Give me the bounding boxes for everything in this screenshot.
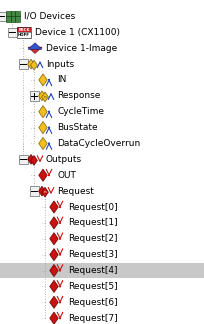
- Text: CycleTime: CycleTime: [57, 107, 104, 116]
- Text: Request[7]: Request[7]: [68, 314, 118, 323]
- Bar: [17, 32, 31, 38]
- Text: Request[4]: Request[4]: [68, 266, 118, 275]
- Polygon shape: [50, 233, 58, 245]
- Text: Response: Response: [57, 91, 100, 100]
- Text: BECK: BECK: [18, 28, 30, 32]
- Bar: [6, 11, 20, 22]
- Bar: [30, 186, 39, 196]
- Polygon shape: [28, 47, 42, 53]
- Text: Device 1 (CX1100): Device 1 (CX1100): [35, 28, 120, 37]
- Text: Inputs: Inputs: [46, 60, 74, 69]
- Text: HOFF: HOFF: [18, 33, 30, 37]
- Bar: [8, 28, 17, 37]
- Polygon shape: [39, 186, 45, 196]
- Text: n: n: [44, 190, 46, 194]
- Polygon shape: [50, 217, 58, 229]
- Bar: [17, 27, 31, 38]
- Bar: [19, 155, 28, 164]
- Text: Request[1]: Request[1]: [68, 218, 118, 227]
- Polygon shape: [50, 312, 58, 324]
- Polygon shape: [39, 169, 47, 181]
- Text: Request: Request: [57, 187, 94, 196]
- Polygon shape: [39, 122, 47, 134]
- Text: Request[2]: Request[2]: [68, 234, 118, 243]
- Polygon shape: [50, 264, 58, 277]
- Polygon shape: [28, 43, 42, 49]
- Polygon shape: [50, 249, 58, 261]
- Polygon shape: [31, 156, 37, 165]
- Text: BusState: BusState: [57, 123, 98, 132]
- Polygon shape: [50, 280, 58, 293]
- Polygon shape: [28, 59, 34, 69]
- Bar: [0, 262, 204, 278]
- Text: IN: IN: [57, 75, 66, 85]
- Text: I/O Devices: I/O Devices: [24, 12, 75, 21]
- Text: Device 1-Image: Device 1-Image: [46, 44, 117, 53]
- Polygon shape: [39, 137, 47, 150]
- Bar: [17, 27, 31, 32]
- Text: Request[6]: Request[6]: [68, 298, 118, 307]
- Text: Request[0]: Request[0]: [68, 202, 118, 212]
- Polygon shape: [50, 296, 58, 308]
- Text: Request[5]: Request[5]: [68, 282, 118, 291]
- Text: DataCycleOverrun: DataCycleOverrun: [57, 139, 140, 148]
- Text: n: n: [44, 95, 46, 99]
- Polygon shape: [39, 74, 47, 86]
- Bar: [19, 59, 28, 69]
- Polygon shape: [39, 91, 45, 101]
- Polygon shape: [39, 106, 47, 118]
- Polygon shape: [31, 60, 37, 70]
- Bar: [30, 91, 39, 100]
- Polygon shape: [42, 187, 48, 197]
- Polygon shape: [50, 201, 58, 213]
- Bar: [0, 12, 6, 21]
- Text: OUT: OUT: [57, 171, 76, 180]
- Text: Request[3]: Request[3]: [68, 250, 118, 259]
- Polygon shape: [28, 155, 34, 164]
- Text: Outputs: Outputs: [46, 155, 82, 164]
- Polygon shape: [42, 92, 48, 102]
